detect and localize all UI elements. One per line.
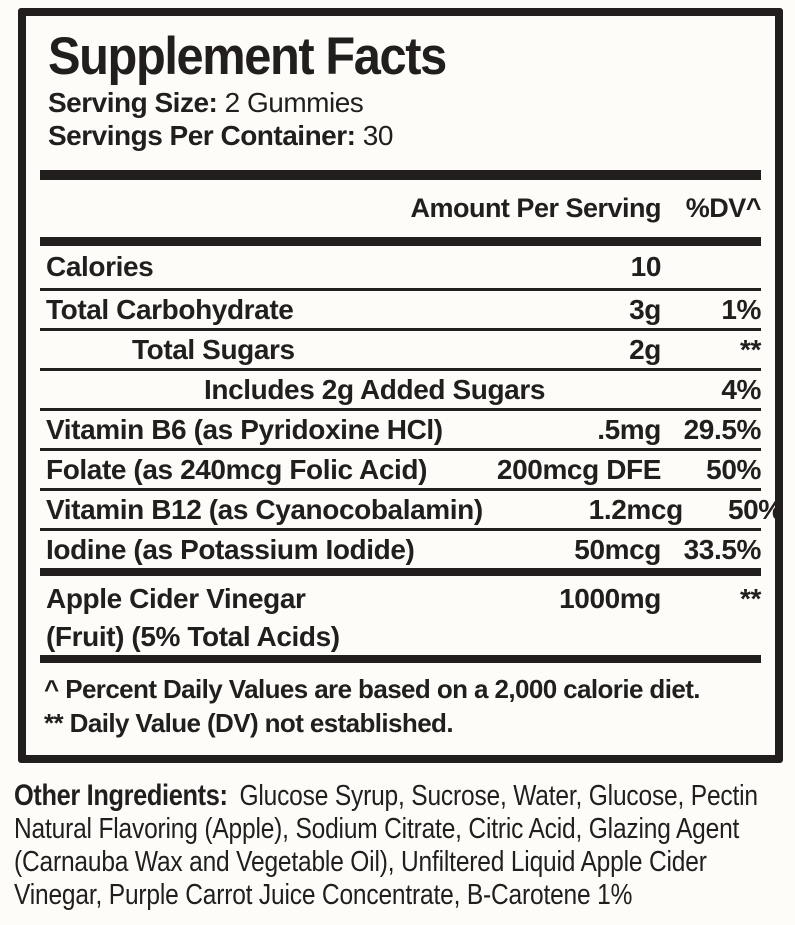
nutrient-row: Includes 2g Added Sugars 4% (40, 368, 761, 408)
percent-dv-header: %DV^ (685, 193, 762, 223)
other-ingredients-line: Natural Flavoring (Apple), Sodium Citrat… (14, 813, 740, 845)
nutrient-dv: 50% (706, 453, 761, 485)
other-ingredients-line: (Carnauba Wax and Vegetable Oil), Unfilt… (14, 846, 707, 878)
nutrient-row: Iodine (as Potassium Iodide) 50mcg 33.5% (40, 528, 761, 568)
nutrient-name-line1: Folate (as 240mcg Folic Acid) (46, 453, 428, 485)
nutrient-amount: 1.2mcg (588, 493, 684, 525)
nutrient-name-line1: Iodine (as Potassium Iodide) (46, 533, 415, 565)
nutrient-amount: 2g (629, 333, 661, 365)
nutrient-name: Total Carbohydrate (46, 294, 461, 326)
nutrient-name: Includes 2g Added Sugars (46, 374, 661, 406)
divider-thick (40, 655, 761, 663)
nutrient-name-line1: Vitamin B12 (as Cyanocobalamin) (46, 493, 483, 525)
supplement-facts-content: Supplement Facts Serving Size: 2 Gummies… (26, 16, 783, 755)
nutrient-name: Vitamin B12 (as Cyanocobalamin) (46, 494, 483, 526)
nutrient-amount: 50mcg (574, 533, 661, 565)
footnote-dv-not-established: ** Daily Value (DV) not established. (44, 708, 454, 738)
nutrient-name-line1: Includes 2g Added Sugars (204, 373, 545, 405)
nutrient-name: Iodine (as Potassium Iodide) (46, 534, 461, 566)
nutrient-dv: 50% (727, 493, 783, 525)
supplement-facts-panel: Supplement Facts Serving Size: 2 Gummies… (18, 8, 783, 763)
divider-thick-top (40, 170, 761, 180)
nutrient-name-line1: Total Sugars (132, 333, 295, 365)
servings-per-container-value: 30 (362, 120, 394, 151)
other-ingredients-label: Other Ingredients: (14, 779, 228, 812)
nutrient-amount: 200mcg DFE (496, 453, 661, 485)
divider-thick (40, 568, 761, 576)
serving-size-label: Serving Size: (48, 87, 218, 118)
serving-size-line: Serving Size: 2 Gummies (48, 86, 761, 119)
serving-size-value: 2 Gummies (224, 87, 364, 118)
nutrient-amount: 3g (629, 293, 661, 325)
nutrient-name-line1: Vitamin B6 (as Pyridoxine HCl) (46, 413, 443, 445)
nutrient-name: Vitamin B6 (as Pyridoxine HCl) (46, 414, 461, 446)
nutrient-row: Total Carbohydrate 3g 1% (40, 288, 761, 328)
nutrient-name-line1: Calories (46, 251, 154, 282)
nutrient-row: Vitamin B6 (as Pyridoxine HCl) .5mg 29.5… (40, 408, 761, 448)
divider-medium-under-header (40, 237, 761, 246)
nutrient-dv: 33.5% (683, 533, 762, 565)
nutrient-name: Folate (as 240mcg Folic Acid) (46, 454, 461, 486)
nutrient-amount: .5mg (597, 413, 661, 445)
other-ingredients-line: Vinegar, Purple Carrot Juice Concentrate… (14, 879, 633, 911)
nutrient-name-line1: Total Carbohydrate (46, 293, 294, 325)
nutrient-rows: Calories 10 Total Carbohydrate 3g 1% Tot… (40, 246, 783, 663)
nutrient-dv: ** (740, 583, 761, 614)
servings-per-container-label: Servings Per Container: (48, 120, 356, 151)
nutrient-dv: ** (740, 333, 761, 365)
nutrient-dv: 29.5% (683, 413, 762, 445)
column-header-row: Amount Per Serving %DV^ (40, 180, 761, 237)
nutrient-amount: 10 (630, 251, 662, 282)
nutrient-row: Total Sugars 2g ** (40, 328, 761, 368)
other-ingredients-line: Other Ingredients: Glucose Syrup, Sucrose… (14, 779, 783, 813)
nutrient-name: Calories (46, 251, 461, 283)
footnotes: ^ Percent Daily Values are based on a 2,… (40, 663, 761, 740)
nutrient-dv: 1% (721, 293, 761, 325)
other-ingredients-paragraph: Other Ingredients: Glucose Syrup, Sucrose… (14, 779, 783, 912)
nutrient-name: Total Sugars (46, 334, 461, 366)
nutrient-name: Apple Cider Vinegar (Fruit) (5% Total Aci… (46, 579, 461, 655)
nutrient-name-line2: (Fruit) (5% Total Acids) (46, 621, 340, 652)
nutrient-row: Calories 10 (40, 246, 761, 288)
amount-per-serving-header: Amount Per Serving (410, 193, 661, 223)
footnote-dv-basis: ^ Percent Daily Values are based on a 2,… (44, 674, 700, 704)
nutrient-name-line1: Apple Cider Vinegar (46, 583, 306, 614)
nutrient-row: Vitamin B12 (as Cyanocobalamin) 1.2mcg 5… (40, 488, 783, 528)
nutrient-amount: 1000mg (559, 583, 661, 614)
panel-title: Supplement Facts (48, 27, 447, 86)
nutrient-row: Apple Cider Vinegar (Fruit) (5% Total Aci… (40, 576, 761, 655)
other-ingredients-text: Glucose Syrup, Sucrose, Water, Glucose, … (239, 780, 758, 812)
nutrient-row: Folate (as 240mcg Folic Acid) 200mcg DFE… (40, 448, 761, 488)
servings-per-container-line: Servings Per Container: 30 (48, 119, 761, 152)
nutrient-dv: 4% (721, 373, 761, 405)
